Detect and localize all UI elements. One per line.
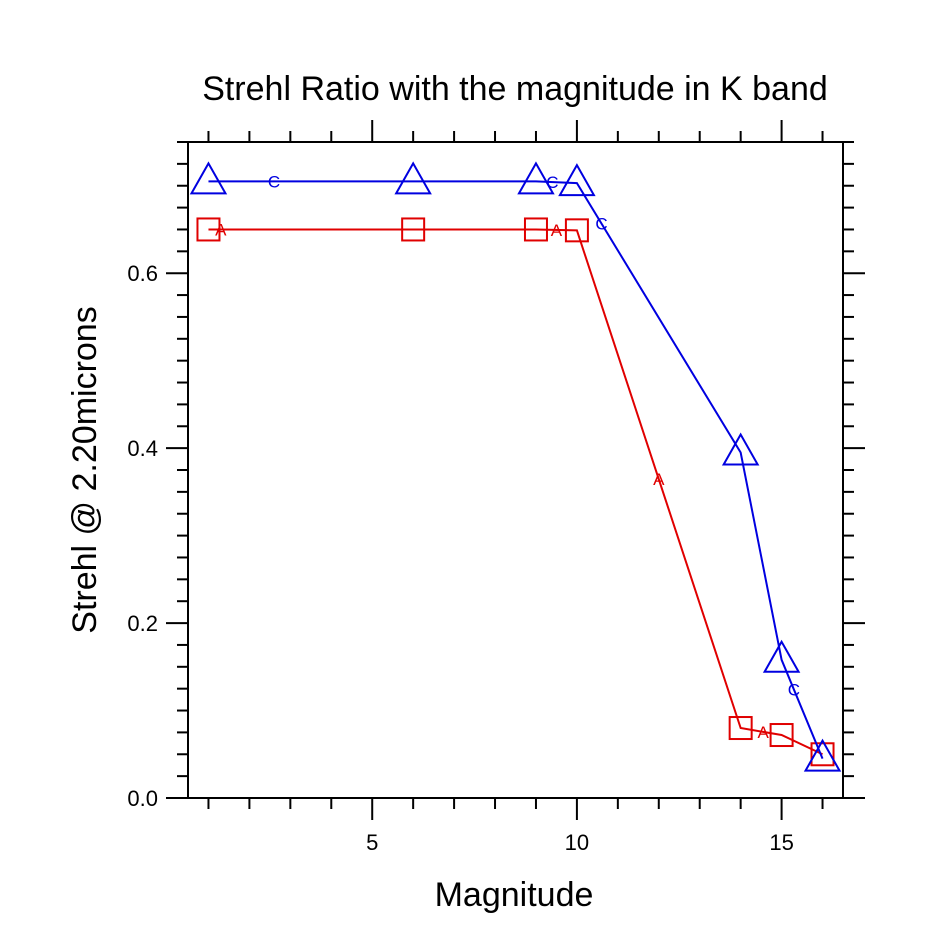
data-point-triangle xyxy=(189,161,228,195)
data-point-square xyxy=(523,217,548,242)
data-point-triangle xyxy=(517,161,555,195)
series-letter-label: C xyxy=(788,680,800,699)
series-letter-label: A xyxy=(215,220,227,239)
ticks-group: 5 10 15 0.0 0.2 0.4 0.6 xyxy=(127,120,865,855)
chart-title: Strehl Ratio with the magnitude in K ban… xyxy=(202,70,828,108)
data-point-triangle xyxy=(803,738,842,772)
data-point-square xyxy=(810,742,835,767)
data-point-triangle xyxy=(762,639,801,673)
series-c: C C C C xyxy=(189,161,842,772)
data-point-square xyxy=(728,716,753,741)
series-a: A A A A xyxy=(196,217,835,767)
x-axis-label: Magnitude xyxy=(435,876,594,914)
y-tick-label: 0.2 xyxy=(127,611,158,636)
y-tick-label: 0.0 xyxy=(127,786,158,811)
series-letter-label: A xyxy=(653,470,665,489)
series-letter-label: C xyxy=(268,172,280,191)
series-group: A A A A C C C C xyxy=(189,161,842,772)
series-letter-label: A xyxy=(758,723,770,742)
x-tick-label: 5 xyxy=(366,830,378,855)
series-letter-label: C xyxy=(546,173,558,192)
series-line xyxy=(208,180,824,760)
data-point-square xyxy=(401,217,426,242)
data-point-triangle xyxy=(394,161,432,195)
y-tick-label: 0.4 xyxy=(127,436,158,461)
data-point-square xyxy=(769,723,794,748)
x-tick-label: 15 xyxy=(769,830,793,855)
y-tick-label: 0.6 xyxy=(127,261,158,286)
y-axis-label: Strehl @ 2.20microns xyxy=(66,306,104,633)
data-point-square xyxy=(564,218,589,243)
data-point-square xyxy=(196,217,221,242)
series-letter-label: A xyxy=(551,221,563,240)
data-point-triangle xyxy=(558,163,596,197)
x-tick-label: 10 xyxy=(565,830,589,855)
series-letter-label: C xyxy=(595,215,607,234)
series-line xyxy=(208,228,823,756)
data-point-triangle xyxy=(721,432,760,466)
